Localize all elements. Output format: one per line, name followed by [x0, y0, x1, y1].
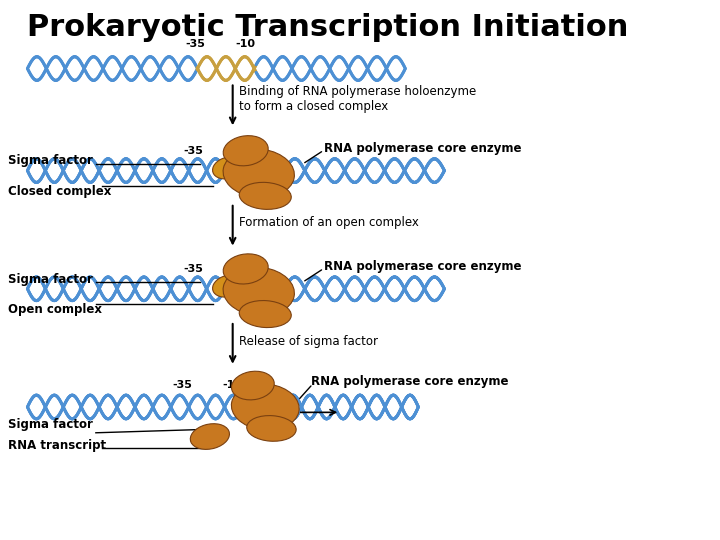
Text: Open complex: Open complex [8, 303, 102, 316]
Text: Closed complex: Closed complex [8, 185, 112, 198]
Text: -10: -10 [231, 264, 251, 274]
Ellipse shape [232, 371, 274, 400]
Text: Sigma factor: Sigma factor [8, 417, 93, 431]
Text: -10: -10 [231, 146, 251, 156]
Ellipse shape [223, 149, 294, 198]
Text: RNA polymerase core enzyme: RNA polymerase core enzyme [324, 141, 521, 154]
Text: -10: -10 [222, 380, 242, 390]
Text: -35: -35 [186, 39, 205, 49]
Text: Prokaryotic Transcription Initiation: Prokaryotic Transcription Initiation [27, 13, 629, 42]
Ellipse shape [223, 254, 269, 284]
Ellipse shape [223, 267, 294, 316]
Ellipse shape [212, 157, 243, 179]
Text: -35: -35 [184, 146, 204, 156]
Text: RNA polymerase core enzyme: RNA polymerase core enzyme [324, 260, 521, 273]
Ellipse shape [231, 384, 299, 430]
Text: Binding of RNA polymerase holoenzyme
to form a closed complex: Binding of RNA polymerase holoenzyme to … [239, 85, 477, 113]
Text: RNA transcript: RNA transcript [8, 439, 106, 452]
Ellipse shape [223, 136, 269, 166]
Ellipse shape [239, 301, 292, 328]
Text: -35: -35 [173, 380, 192, 390]
Text: -35: -35 [184, 264, 204, 274]
Text: Sigma factor: Sigma factor [8, 154, 93, 167]
Ellipse shape [239, 183, 292, 210]
Text: Release of sigma factor: Release of sigma factor [239, 335, 378, 348]
Text: -10: -10 [235, 39, 256, 49]
Text: Sigma factor: Sigma factor [8, 273, 93, 286]
Ellipse shape [190, 424, 230, 449]
Text: RNA polymerase core enzyme: RNA polymerase core enzyme [311, 375, 508, 388]
Text: Formation of an open complex: Formation of an open complex [239, 217, 419, 230]
Ellipse shape [247, 416, 296, 441]
Ellipse shape [212, 275, 243, 297]
